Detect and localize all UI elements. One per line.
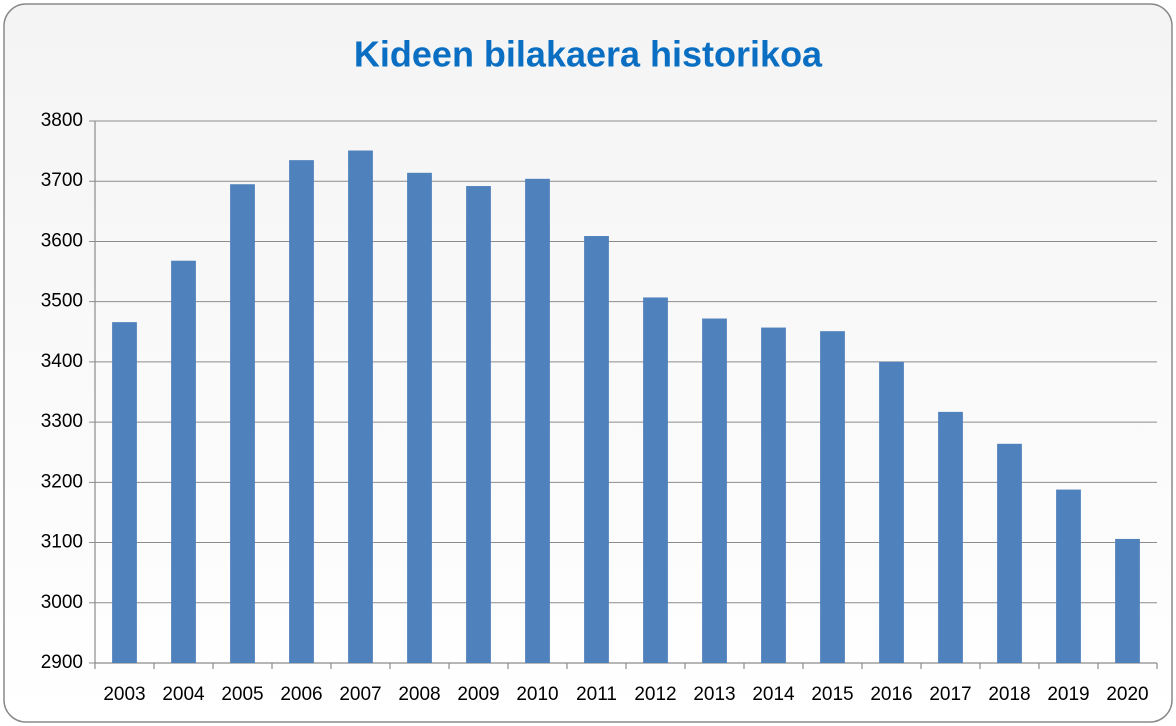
y-tick-label: 3400 [41, 351, 83, 372]
x-tick-label: 2003 [103, 684, 145, 705]
bar [112, 322, 137, 663]
y-tick-label: 2900 [41, 652, 83, 673]
x-tick-label: 2016 [870, 684, 912, 705]
bar [348, 150, 373, 663]
x-tick-label: 2010 [516, 684, 558, 705]
y-tick-label: 3600 [41, 230, 83, 251]
x-tick-label: 2015 [811, 684, 853, 705]
bar [820, 331, 845, 663]
bar [584, 236, 609, 663]
y-tick-label: 3100 [41, 532, 83, 553]
x-tick-label: 2017 [929, 684, 971, 705]
bar [466, 186, 491, 664]
y-tick-label: 3500 [41, 291, 83, 312]
x-tick-label: 2013 [693, 684, 735, 705]
y-tick-label: 3300 [41, 411, 83, 432]
bar [879, 361, 904, 663]
x-tick-label: 2004 [162, 684, 205, 705]
y-tick-label: 3800 [41, 110, 83, 131]
x-tick-label: 2012 [634, 684, 676, 705]
bar [1056, 489, 1081, 663]
bar [643, 297, 668, 663]
x-tick-label: 2014 [752, 684, 795, 705]
x-tick-label: 2007 [339, 684, 381, 705]
x-tick-label: 2020 [1106, 684, 1148, 705]
x-tick-label: 2018 [988, 684, 1030, 705]
y-tick-label: 3700 [41, 170, 83, 191]
bar [407, 172, 432, 663]
bar [938, 411, 963, 663]
bar [289, 160, 314, 663]
bar [230, 184, 255, 663]
bar [702, 318, 727, 663]
bar [761, 327, 786, 663]
bar [171, 260, 196, 663]
y-tick-label: 3000 [41, 592, 83, 613]
bar [1115, 538, 1140, 663]
bar [997, 443, 1022, 663]
x-tick-label: 2009 [457, 684, 499, 705]
chart-title: Kideen bilakaera historikoa [354, 34, 823, 75]
bar [525, 178, 550, 663]
x-tick-label: 2019 [1047, 684, 1089, 705]
y-tick-label: 3200 [41, 471, 83, 492]
x-tick-label: 2005 [221, 684, 263, 705]
x-tick-label: 2008 [398, 684, 440, 705]
x-tick-label: 2011 [576, 684, 617, 705]
x-tick-label: 2006 [280, 684, 322, 705]
